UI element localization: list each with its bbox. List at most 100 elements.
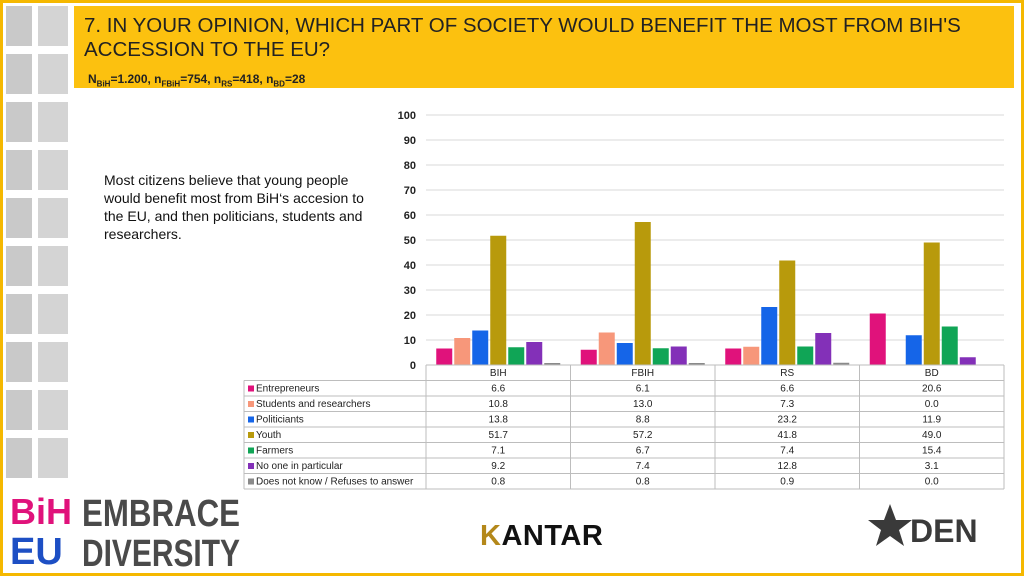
- y-tick-label: 90: [404, 135, 416, 147]
- bar-rs-3: [779, 260, 796, 365]
- embrace-diversity-logo: BiH EU EMBRACE DIVERSITY: [10, 491, 240, 568]
- bar-fbih-4: [652, 348, 669, 365]
- sidebar-block: [38, 438, 68, 478]
- legend-swatch: [248, 401, 254, 407]
- bar-rs-6: [833, 362, 850, 365]
- sidebar-block: [6, 54, 32, 94]
- sidebar-block: [6, 294, 32, 334]
- table-value: 49.0: [922, 430, 942, 441]
- bar-bih-6: [544, 363, 561, 365]
- bar-bd-4: [941, 326, 958, 365]
- legend-label: Youth: [256, 430, 281, 441]
- table-value: 0.8: [636, 477, 650, 488]
- table-value: 20.6: [922, 384, 942, 395]
- table-value: 3.1: [925, 461, 939, 472]
- sidebar-block: [38, 294, 68, 334]
- table-value: 12.8: [778, 461, 798, 472]
- table-value: 13.0: [633, 399, 653, 410]
- table-value: 13.8: [489, 415, 509, 426]
- bar-bd-2: [905, 335, 922, 365]
- table-value: 7.4: [780, 446, 794, 457]
- sidebar-block: [6, 246, 32, 286]
- legend-swatch: [248, 432, 254, 438]
- bar-bd-5: [959, 357, 976, 365]
- sidebar-block: [38, 102, 68, 142]
- sidebar-pattern: [6, 6, 68, 478]
- kantar-logo: KANTAR: [480, 520, 604, 552]
- bar-bih-4: [508, 347, 525, 365]
- bar-bih-5: [526, 342, 543, 365]
- table-value: 0.9: [780, 477, 794, 488]
- table-value: 6.6: [491, 384, 505, 395]
- category-label: RS: [780, 368, 794, 379]
- y-tick-label: 50: [404, 235, 416, 247]
- sidebar-block: [38, 246, 68, 286]
- sidebar-block: [38, 198, 68, 238]
- bar-bih-2: [472, 330, 489, 365]
- sidebar-block: [38, 150, 68, 190]
- table-value: 6.7: [636, 446, 650, 457]
- legend-label: Politiciants: [256, 415, 304, 426]
- sidebar-block: [6, 438, 32, 478]
- den-logo: DEN: [868, 504, 978, 549]
- legend-swatch: [248, 478, 254, 485]
- y-tick-label: 0: [410, 360, 416, 372]
- y-tick-label: 40: [404, 260, 416, 272]
- table-value: 57.2: [633, 430, 653, 441]
- table-value: 51.7: [489, 430, 509, 441]
- logo-bih-text: BiH: [10, 491, 72, 532]
- title-bar: 7. IN YOUR OPINION, WHICH PART OF SOCIET…: [74, 6, 1014, 88]
- sidebar-block: [6, 198, 32, 238]
- sidebar-block: [6, 390, 32, 430]
- y-tick-label: 20: [404, 310, 416, 322]
- brand-line2: DIVERSITY: [82, 533, 240, 568]
- bar-fbih-2: [616, 343, 633, 365]
- table-value: 7.3: [780, 399, 794, 410]
- legend-label: Does not know / Refuses to answer: [256, 477, 414, 488]
- summary-note: Most citizens believe that young people …: [104, 172, 364, 242]
- category-label: BIH: [490, 368, 507, 379]
- table-value: 0.8: [491, 477, 505, 488]
- bar-rs-4: [797, 346, 814, 365]
- sidebar-block: [38, 390, 68, 430]
- page-title: 7. IN YOUR OPINION, WHICH PART OF SOCIET…: [84, 14, 961, 61]
- logo-eu-text: EU: [10, 531, 63, 568]
- category-label: BD: [925, 368, 939, 379]
- y-tick-label: 70: [404, 185, 416, 197]
- sidebar-block: [6, 102, 32, 142]
- table-value: 0.0: [925, 477, 939, 488]
- bar-rs-2: [761, 307, 778, 365]
- den-text: DEN: [910, 513, 978, 549]
- sample-size: NBiH=1.200, nFBiH=754, nRS=418, nBD=28: [88, 72, 306, 89]
- den-star-icon: [868, 504, 912, 546]
- legend-swatch: [248, 416, 254, 423]
- table-value: 15.4: [922, 446, 942, 457]
- sidebar-block: [6, 6, 32, 46]
- legend-swatch: [248, 447, 254, 454]
- bar-fbih-3: [634, 222, 651, 365]
- y-tick-label: 60: [404, 210, 416, 222]
- legend-label: Entrepreneurs: [256, 384, 319, 395]
- table-value: 41.8: [778, 430, 798, 441]
- bar-bih-3: [490, 235, 507, 365]
- y-tick-label: 100: [398, 110, 416, 122]
- table-value: 8.8: [636, 415, 650, 426]
- legend-swatch: [248, 385, 254, 392]
- bar-fbih-1: [598, 332, 615, 365]
- y-tick-label: 80: [404, 160, 416, 172]
- bar-rs-5: [815, 333, 832, 365]
- bar-fbih-6: [688, 363, 705, 365]
- bar-bih-1: [454, 338, 471, 365]
- sidebar-block: [38, 54, 68, 94]
- sidebar-block: [38, 342, 68, 382]
- bar-fbih-5: [670, 346, 687, 365]
- table-value: 9.2: [491, 461, 505, 472]
- sidebar-block: [6, 342, 32, 382]
- y-tick-label: 30: [404, 285, 416, 297]
- bar-bd-3: [923, 242, 940, 365]
- legend-label: Students and researchers: [256, 399, 371, 410]
- table-value: 0.0: [925, 399, 939, 410]
- table-value: 7.4: [636, 461, 650, 472]
